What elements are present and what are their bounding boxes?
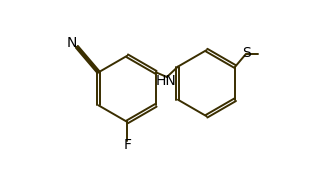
Text: S: S: [242, 46, 251, 60]
Text: HN: HN: [155, 74, 176, 88]
Text: N: N: [67, 36, 77, 50]
Text: F: F: [123, 138, 131, 152]
